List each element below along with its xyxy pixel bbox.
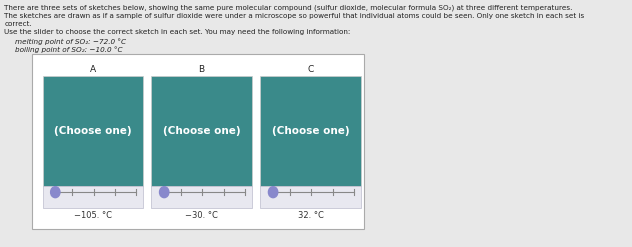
Text: A: A	[90, 65, 96, 74]
Text: correct.: correct.	[4, 21, 32, 27]
FancyBboxPatch shape	[260, 186, 361, 208]
Text: C: C	[307, 65, 313, 74]
Text: (Choose one): (Choose one)	[272, 126, 349, 136]
Circle shape	[159, 187, 169, 198]
FancyBboxPatch shape	[42, 186, 143, 208]
Text: B: B	[198, 65, 205, 74]
Text: 32. °C: 32. °C	[298, 211, 324, 220]
Text: melting point of SO₂: −72.0 °C: melting point of SO₂: −72.0 °C	[15, 38, 126, 45]
FancyBboxPatch shape	[152, 186, 252, 208]
Text: There are three sets of sketches below, showing the same pure molecular compound: There are three sets of sketches below, …	[4, 5, 573, 12]
FancyBboxPatch shape	[260, 76, 361, 186]
Text: Use the slider to choose the correct sketch in each set. You may need the follow: Use the slider to choose the correct ske…	[4, 29, 351, 35]
FancyBboxPatch shape	[42, 76, 143, 186]
Text: (Choose one): (Choose one)	[163, 126, 240, 136]
Text: The sketches are drawn as if a sample of sulfur dioxide were under a microscope : The sketches are drawn as if a sample of…	[4, 13, 585, 19]
Text: boiling point of SO₂: −10.0 °C: boiling point of SO₂: −10.0 °C	[15, 46, 123, 53]
Text: −30. °C: −30. °C	[185, 211, 218, 220]
Text: −105. °C: −105. °C	[74, 211, 112, 220]
FancyBboxPatch shape	[32, 54, 364, 229]
FancyBboxPatch shape	[152, 76, 252, 186]
Circle shape	[269, 187, 278, 198]
Text: (Choose one): (Choose one)	[54, 126, 131, 136]
Circle shape	[51, 187, 60, 198]
